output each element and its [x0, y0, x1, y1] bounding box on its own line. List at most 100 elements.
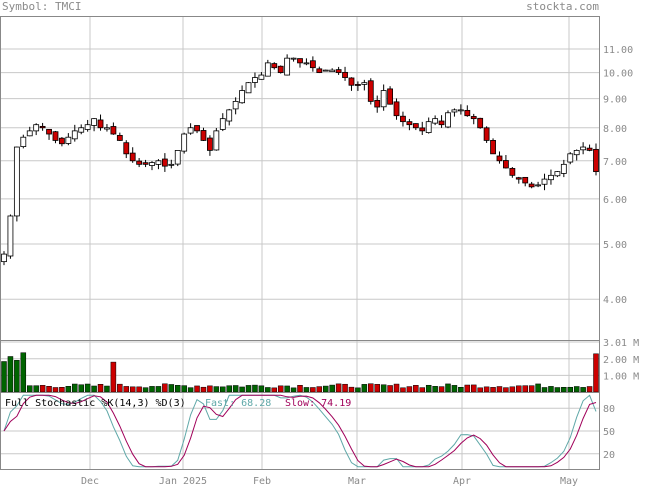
fast-label: Fast: 68.28 [205, 398, 271, 409]
volume-bar [226, 385, 232, 393]
stochastic-tick-label: 20 [603, 450, 615, 461]
volume-bar [271, 387, 278, 393]
volume-bar [528, 385, 535, 393]
candle-body [33, 124, 40, 132]
candle-body [329, 69, 336, 73]
candle-body [567, 153, 574, 163]
month-tick-label: Feb [253, 476, 271, 486]
candle-body [393, 101, 400, 117]
volume-bar [72, 383, 78, 393]
volume-bar [84, 383, 91, 393]
volume-bar [65, 386, 72, 393]
volume-bar [78, 384, 84, 393]
slow-value: 74.19 [321, 398, 351, 409]
volume-bar [91, 385, 97, 393]
price-candles [1, 54, 599, 266]
candle-body [548, 174, 554, 181]
candle-body [78, 127, 85, 133]
stochastic-tick-label: 80 [603, 404, 615, 415]
stochastic-fast-line [3, 394, 597, 468]
volume-bar [535, 383, 541, 393]
volume-bar [303, 387, 310, 393]
volume-bar [284, 385, 290, 393]
candle-body [490, 139, 496, 155]
volume-bar [586, 386, 593, 393]
candle-body [445, 112, 451, 128]
volume-bar [232, 385, 239, 393]
month-tick-label: Jan 2025 [159, 476, 207, 486]
volume-bar [561, 386, 567, 393]
volume-tick-label: 2.00 M [603, 355, 639, 366]
volume-bar [52, 387, 59, 393]
volume-bar [117, 383, 123, 393]
volume-bar [245, 385, 252, 393]
candle-body [541, 178, 548, 185]
price-tick-label: 11.00 [603, 45, 633, 56]
volume-bar [451, 385, 458, 393]
candle-body [535, 184, 541, 187]
candle-body [232, 100, 239, 110]
candle-body [155, 160, 162, 165]
candle-body [586, 147, 593, 151]
volume-bar [368, 383, 374, 393]
volume-bar [425, 384, 432, 393]
volume-bar [438, 386, 445, 393]
stochastic-slow-line [3, 394, 597, 468]
volume-bar [593, 353, 599, 393]
candle-body [361, 82, 368, 85]
candle-body [580, 146, 587, 151]
stochastic-lines [3, 394, 597, 468]
candle-body [367, 80, 374, 102]
candle-body [290, 57, 297, 60]
candle-body [219, 118, 226, 130]
candle-body [380, 90, 387, 108]
stochastic-title: Full Stochastic %K(14,3) %D(3) [5, 398, 186, 409]
price-tick-label: 7.00 [603, 157, 627, 168]
candle-body [226, 109, 233, 122]
candle-body [573, 150, 580, 156]
volume-bar [155, 386, 162, 393]
candle-body [387, 88, 393, 105]
volume-bar [174, 385, 181, 393]
volume-bar [355, 387, 361, 393]
volume-bar [445, 383, 451, 393]
volume-bar [33, 385, 39, 393]
candle-body [1, 253, 7, 263]
candle-body [252, 77, 258, 83]
candle-body [142, 162, 149, 165]
volume-bar [464, 384, 471, 393]
candle-body [451, 109, 458, 113]
volume-bar [483, 386, 490, 393]
candle-body [194, 125, 200, 132]
volume-bar [432, 386, 438, 393]
candle-body [348, 77, 355, 86]
volume-bar [7, 356, 14, 393]
volume-bar [503, 387, 509, 393]
grid-lines [0, 16, 599, 470]
candle-body [464, 109, 471, 117]
volume-bar [509, 386, 516, 393]
candle-body [129, 152, 136, 162]
candle-body [438, 120, 445, 126]
volume-bar [59, 387, 65, 393]
candle-body [207, 137, 213, 151]
price-tick-label: 9.00 [603, 95, 627, 106]
candle-body [503, 160, 509, 169]
candle-body [342, 71, 348, 78]
slow-label-text: Slow [285, 398, 310, 409]
volume-bar [522, 385, 528, 393]
symbol-label: Symbol: TMCI [2, 0, 82, 13]
volume-bar [220, 386, 226, 393]
volume-bar [104, 385, 110, 393]
volume-bar [477, 387, 483, 393]
fast-label-text: Fast [205, 398, 229, 409]
volume-bar [335, 383, 342, 393]
candle-body [13, 146, 20, 217]
volume-bar [490, 387, 496, 393]
volume-bar [419, 387, 426, 393]
volume-bar [26, 385, 33, 393]
volume-bar [554, 387, 561, 393]
candle-body [509, 168, 516, 176]
candle-body [412, 123, 419, 129]
candle-body [116, 134, 123, 141]
